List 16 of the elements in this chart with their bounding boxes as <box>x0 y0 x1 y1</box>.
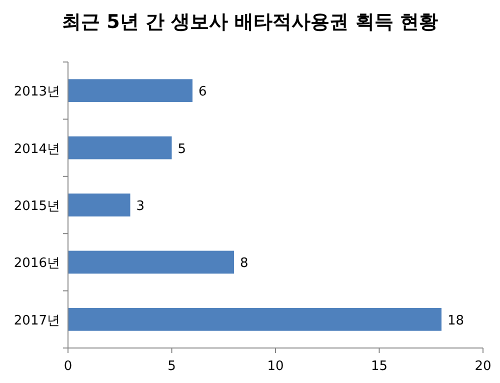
x-tick-label: 20 <box>474 359 492 374</box>
data-label: 6 <box>198 84 207 100</box>
y-tick-label: 2016년 <box>14 256 60 272</box>
data-label: 3 <box>136 199 145 214</box>
y-tick-label: 2015년 <box>14 199 60 214</box>
x-tick-label: 5 <box>168 359 176 374</box>
data-label: 8 <box>240 256 248 272</box>
data-label: 5 <box>178 142 186 157</box>
y-tick-label: 2014년 <box>14 142 60 157</box>
x-tick-label: 15 <box>370 359 388 374</box>
y-tick-label: 2013년 <box>14 84 60 100</box>
data-label: 18 <box>448 313 464 328</box>
chart-title: 최근 5년 간 생보사 배타적사용권 획득 현황 <box>62 11 438 33</box>
x-tick-label: 10 <box>267 359 284 374</box>
y-tick-label: 2017년 <box>14 313 60 328</box>
x-tick-label: 0 <box>64 359 72 374</box>
